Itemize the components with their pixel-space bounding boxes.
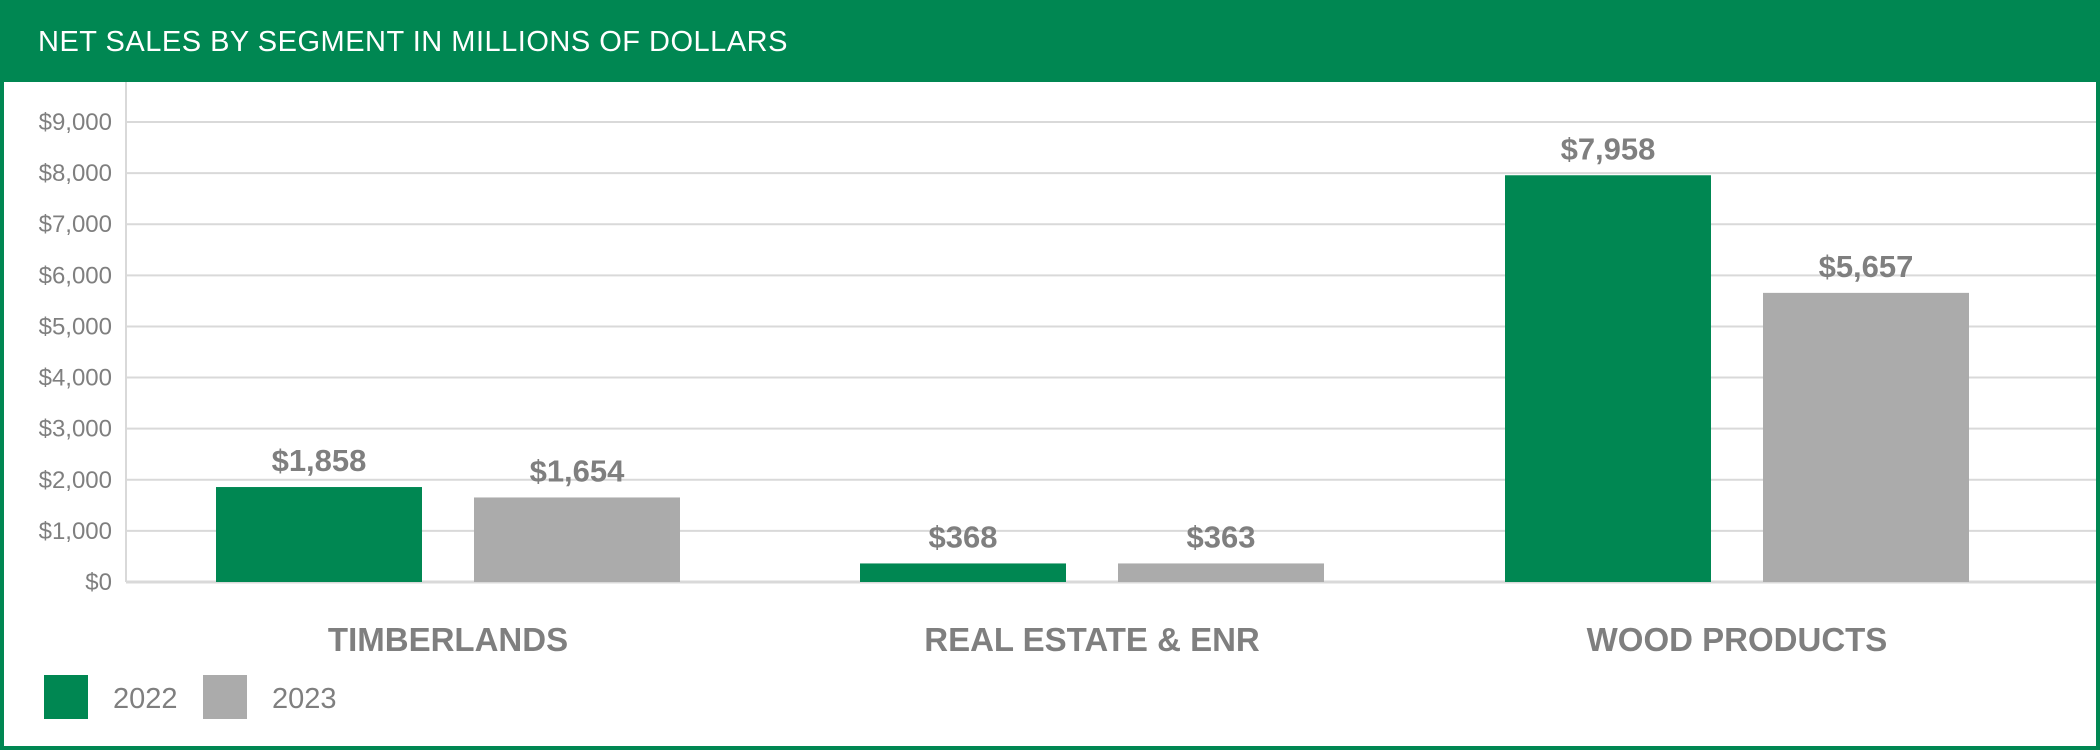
legend-swatch <box>203 675 247 719</box>
data-label: $363 <box>1187 519 1256 554</box>
category-label: TIMBERLANDS <box>328 621 568 658</box>
data-label: $1,654 <box>530 453 626 488</box>
bar <box>860 563 1066 582</box>
bar-chart: $0 $1,000 $2,000 $3,000 $4,000 $5,000 $6,000 $7… <box>39 82 2096 719</box>
legend-swatch <box>44 675 88 719</box>
legend-label: 2022 <box>113 683 178 715</box>
y-tick-label: $8,000 <box>39 160 112 187</box>
data-label: $1,858 <box>272 443 367 478</box>
y-tick-label: $6,000 <box>39 262 112 289</box>
category-label: REAL ESTATE & ENR <box>924 621 1260 658</box>
data-label: $368 <box>929 519 998 554</box>
legend-label: 2023 <box>272 683 337 715</box>
data-label: $7,958 <box>1561 131 1656 166</box>
y-tick-label: $0 <box>85 569 112 596</box>
bar <box>1505 175 1711 582</box>
y-tick-label: $9,000 <box>39 109 112 136</box>
y-tick-label: $5,000 <box>39 313 112 340</box>
data-label: $5,657 <box>1819 249 1914 284</box>
y-tick-label: $4,000 <box>39 365 112 392</box>
chart-title: NET SALES BY SEGMENT IN MILLIONS OF DOLL… <box>38 26 788 58</box>
y-tick-label: $7,000 <box>39 211 112 238</box>
bar <box>1118 563 1324 582</box>
bar <box>474 497 680 582</box>
chart-header: NET SALES BY SEGMENT IN MILLIONS OF DOLL… <box>4 4 2100 82</box>
bar <box>1763 292 1969 582</box>
y-tick-label: $2,000 <box>39 467 112 494</box>
bar <box>216 487 422 582</box>
category-label: WOOD PRODUCTS <box>1587 621 1888 658</box>
y-tick-label: $3,000 <box>39 416 112 443</box>
y-tick-label: $1,000 <box>39 518 112 545</box>
